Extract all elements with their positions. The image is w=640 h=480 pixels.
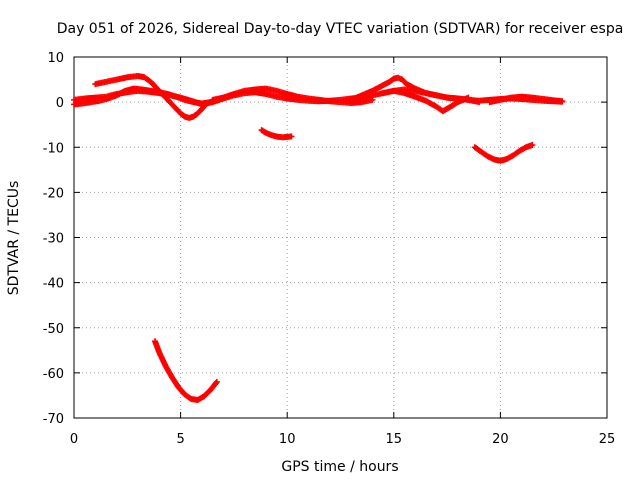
series-track-d xyxy=(209,85,376,107)
data-point xyxy=(212,380,219,387)
data-point xyxy=(476,99,483,106)
y-tick-label: -60 xyxy=(43,367,64,382)
data-point xyxy=(202,102,209,109)
x-axis-label: GPS time / hours xyxy=(281,459,398,475)
y-tick-label: -30 xyxy=(43,232,64,247)
x-tick-label: 15 xyxy=(386,432,403,447)
data-point xyxy=(465,94,472,101)
series-track-g xyxy=(380,87,472,115)
series-track-j xyxy=(152,338,220,403)
y-tick-label: -40 xyxy=(43,277,64,292)
y-tick-label: -70 xyxy=(43,412,64,427)
x-tick-label: 10 xyxy=(279,432,296,447)
chart-title: Day 051 of 2026, Sidereal Day-to-day VTE… xyxy=(57,21,624,37)
data-point xyxy=(203,101,210,108)
y-axis-label: SDTVAR / TECUs xyxy=(6,181,22,296)
y-tick-label: 10 xyxy=(47,51,64,66)
x-tick-label: 0 xyxy=(70,432,78,447)
data-point xyxy=(288,133,295,140)
data-point xyxy=(559,98,566,105)
data-point xyxy=(369,96,376,103)
data-point xyxy=(529,141,536,148)
data-points xyxy=(71,72,566,403)
x-tick-label: 20 xyxy=(492,432,509,447)
data-point xyxy=(213,378,220,385)
series-track-h xyxy=(471,141,536,164)
y-tick-label: -10 xyxy=(43,141,64,156)
x-tick-label: 5 xyxy=(176,432,184,447)
y-tick-label: -20 xyxy=(43,186,64,201)
series-track-i xyxy=(486,93,566,106)
series-track-c xyxy=(92,72,210,121)
grid-lines xyxy=(74,57,607,418)
y-tick-label: -50 xyxy=(43,322,64,337)
series-track-e xyxy=(258,127,295,141)
x-tick-label: 25 xyxy=(599,432,616,447)
axis-ticks: 0 5 10 15 20 25 -70 -60 -50 -40 -30 -20 -10 0 10 xyxy=(43,51,616,447)
y-tick-label: 0 xyxy=(56,96,64,111)
